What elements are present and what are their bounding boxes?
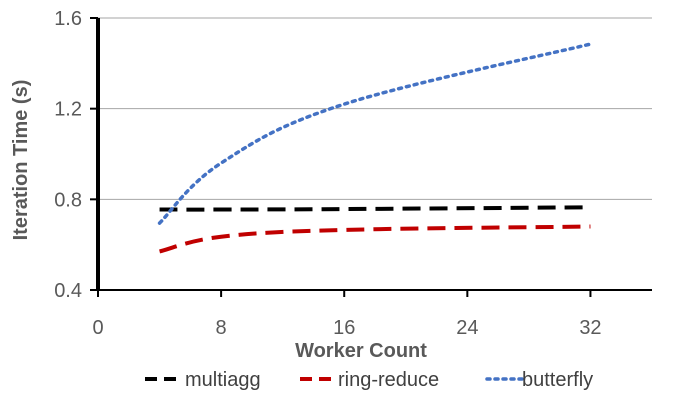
legend: multiagg ring-reduce butterfly bbox=[145, 369, 593, 391]
legend-label-butterfly: butterfly bbox=[522, 369, 593, 391]
y-tick-label: 0.8 bbox=[54, 189, 82, 211]
axes bbox=[90, 17, 652, 297]
x-tick-label: 16 bbox=[333, 317, 355, 339]
gridlines bbox=[98, 17, 652, 200]
x-tick-label: 0 bbox=[92, 317, 103, 339]
tick-labels: 0.4 0.8 1.2 1.6 0 8 16 24 32 bbox=[54, 8, 601, 339]
y-tick-label: 0.4 bbox=[54, 280, 82, 302]
series-lines bbox=[157, 42, 593, 254]
x-axis-title: Worker Count bbox=[295, 340, 427, 362]
series-line-butterfly bbox=[157, 42, 593, 225]
y-tick-label: 1.2 bbox=[54, 99, 82, 121]
x-tick-label: 32 bbox=[579, 317, 601, 339]
x-tick-label: 8 bbox=[216, 317, 227, 339]
series-line-ring-reduce bbox=[159, 224, 591, 254]
legend-label-ring-reduce: ring-reduce bbox=[338, 369, 439, 391]
y-axis-title: Iteration Time (s) bbox=[10, 80, 32, 241]
series-line-multiagg bbox=[159, 205, 591, 212]
legend-label-multiagg: multiagg bbox=[185, 369, 261, 391]
x-tick-label: 24 bbox=[456, 317, 478, 339]
y-tick-label: 1.6 bbox=[54, 8, 82, 30]
